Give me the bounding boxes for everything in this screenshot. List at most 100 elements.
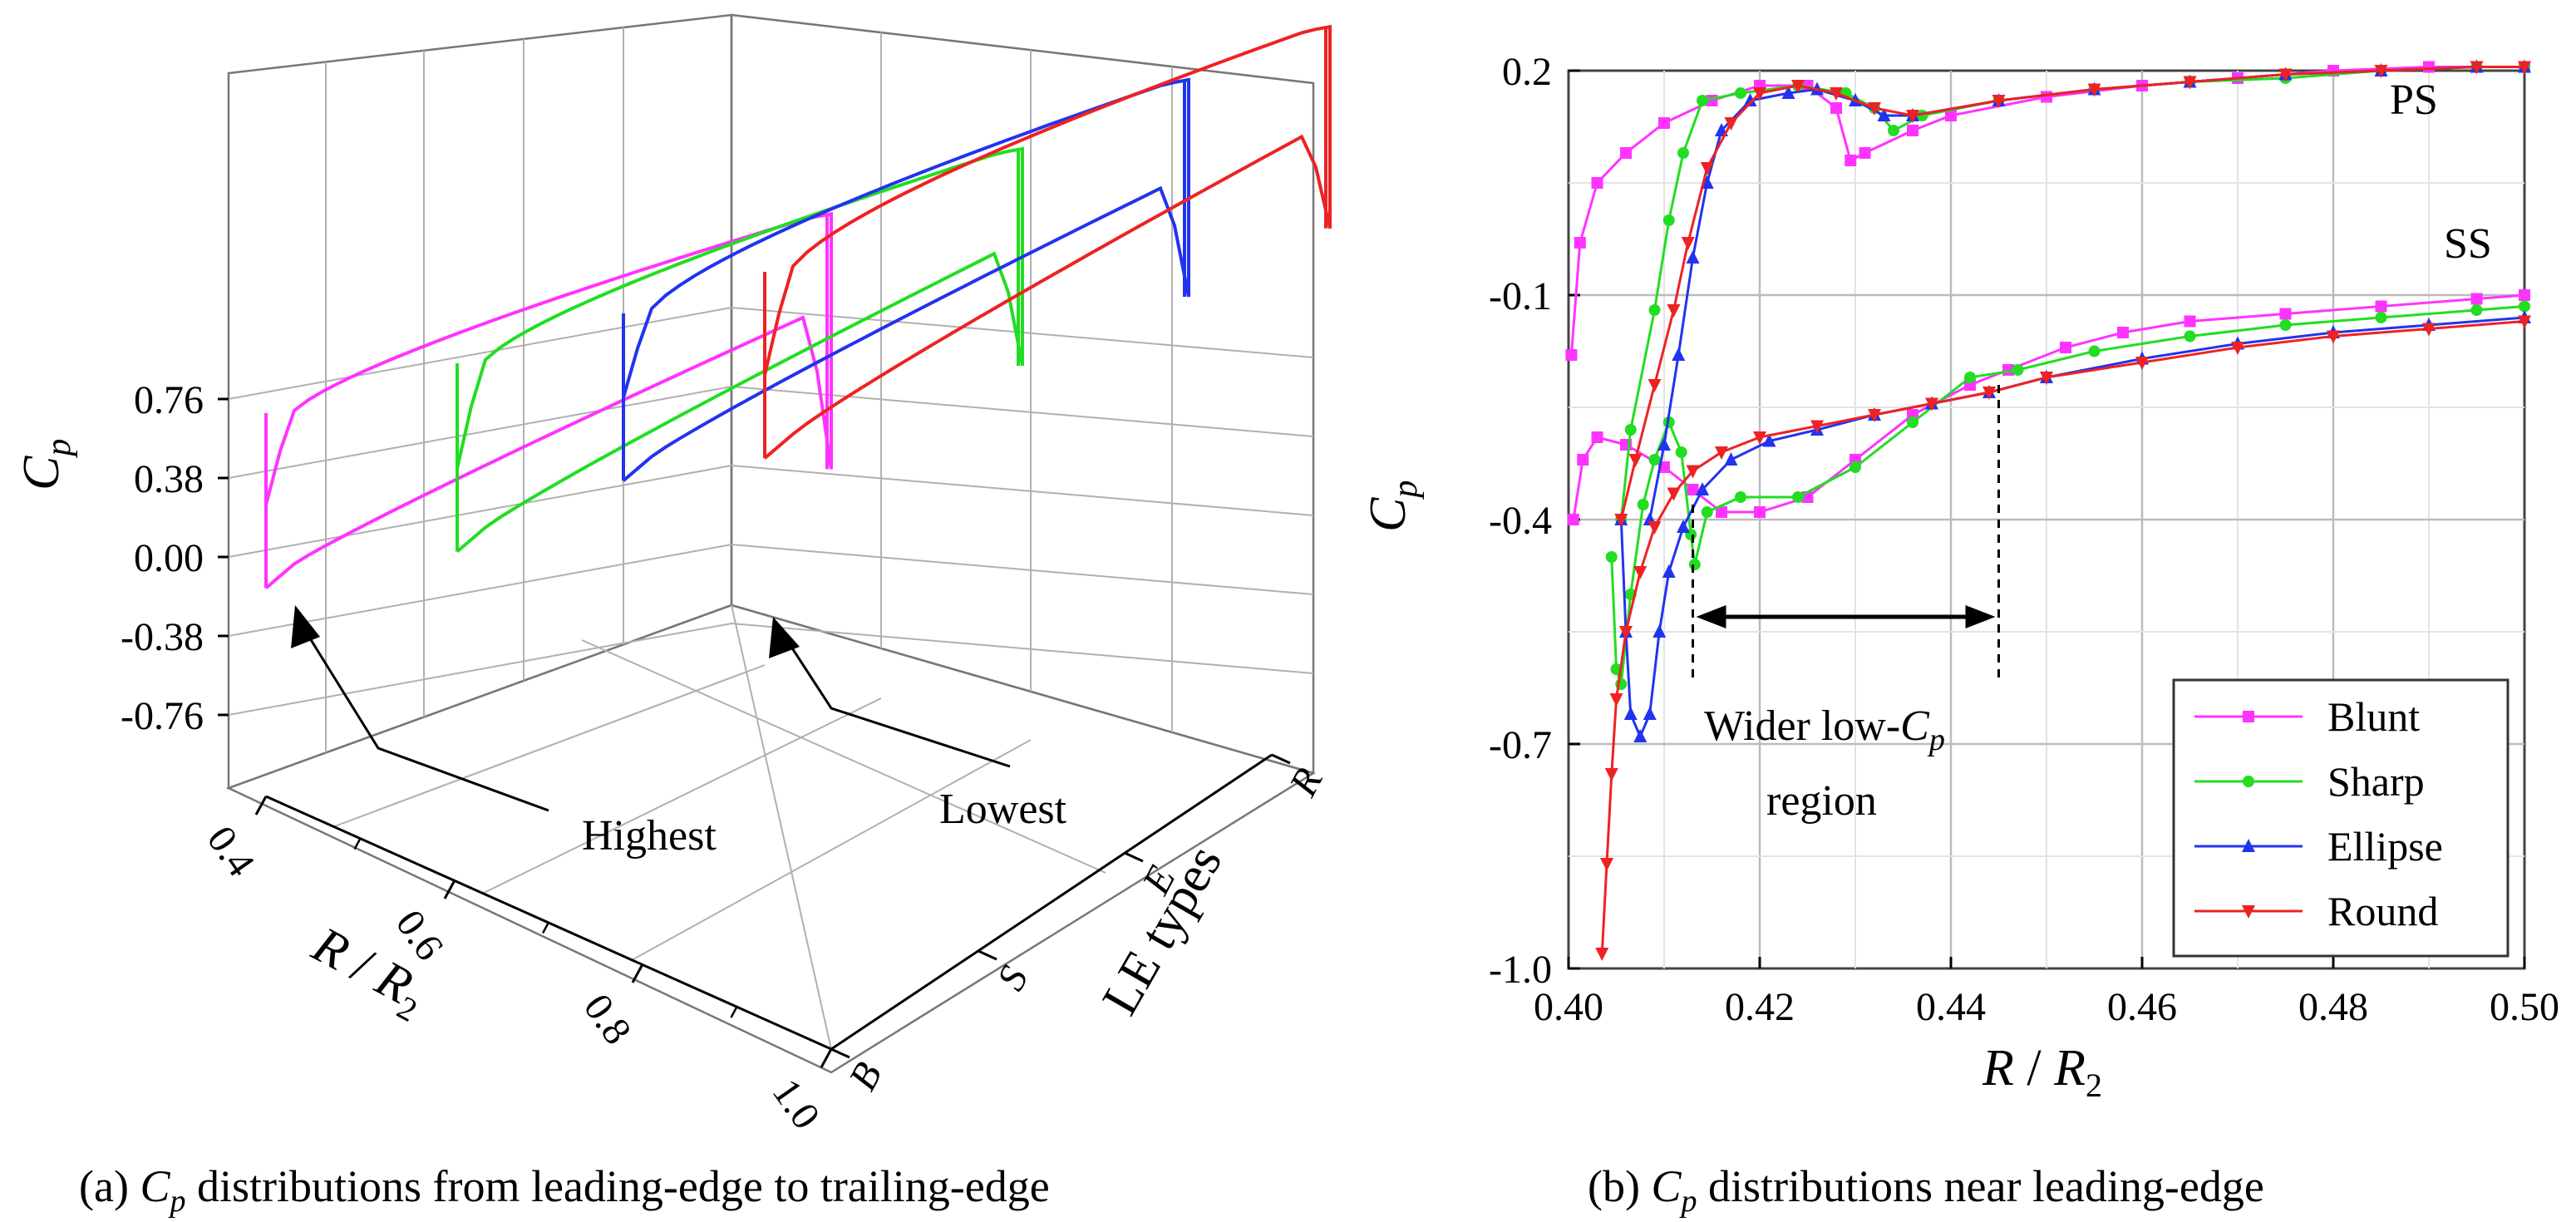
- series-sharp-ss-point: [2012, 364, 2024, 376]
- x-tick-label: 0.40: [1534, 985, 1603, 1029]
- x-minor-tick: [730, 1006, 738, 1018]
- x-minor-tick: [353, 837, 362, 850]
- series-round-ss-point: [1648, 521, 1662, 535]
- panel-b-y-axis-title: Cp: [1360, 480, 1425, 532]
- series-blunt-ss-point: [1687, 484, 1699, 495]
- series-round-ss-point: [2231, 342, 2244, 355]
- x-tick-mark: [820, 1048, 833, 1068]
- series-blunt-ps-point: [1859, 147, 1871, 159]
- series-round-ss-point: [2518, 315, 2531, 329]
- series-round-ps-point: [1667, 304, 1681, 318]
- caption-b: (b) Cp distributions near leading-edge: [1588, 1161, 2264, 1219]
- series-round-3d-loop: [763, 24, 1332, 460]
- series-blunt-ss-point: [2470, 293, 2483, 305]
- series-blunt-ps-point: [2423, 61, 2435, 73]
- panel-b-gridlines: [1569, 71, 2524, 968]
- series-blunt-ss-point: [1754, 506, 1766, 518]
- y-tick-mark: [978, 949, 997, 961]
- grid-line: [332, 664, 766, 828]
- grid-line: [228, 464, 1314, 558]
- series-sharp-ss-point: [2375, 312, 2387, 323]
- series-round-ps-point: [2087, 83, 2101, 97]
- series-blunt-ps-point: [1591, 177, 1603, 189]
- series-round-ss-point: [1982, 387, 1996, 400]
- label-pressure-side: PS: [2390, 76, 2438, 124]
- y-tick-label: -1.0: [1489, 948, 1552, 992]
- series-ellipse-ps-point: [1672, 347, 1686, 361]
- series-round-ps-point: [1791, 80, 1805, 93]
- panel-b-legend: Blunt Sharp Ellipse Round: [2172, 678, 2510, 958]
- series-blunt-ps-point: [1830, 102, 1842, 114]
- panel-a-x-ticks: 0.40.60.81.0: [199, 796, 833, 1137]
- series-sharp-ss-point: [1701, 506, 1713, 518]
- series-round-ss-point: [1925, 397, 1938, 411]
- x-tick-label: 0.4: [199, 818, 264, 884]
- series-round-ss-point: [1600, 858, 1613, 871]
- legend-marker-sharp: [2243, 776, 2254, 787]
- series-blunt-ps-point: [1565, 349, 1578, 361]
- series-round-ss-point: [1667, 487, 1681, 501]
- panel-a-gridlines: [228, 27, 1314, 1050]
- series-ellipse-ps-point: [1686, 250, 1700, 264]
- series-sharp-ss-point: [2519, 300, 2530, 313]
- series-ellipse-ss-point: [1643, 707, 1657, 720]
- x-tick-mark: [443, 880, 456, 899]
- series-round-ps-point: [1628, 454, 1643, 467]
- z-tick-label: 0.76: [134, 378, 204, 422]
- series-ellipse-ss-point: [1677, 520, 1690, 533]
- wider-low-cp-region-marker: [1692, 385, 2000, 684]
- series-ellipse-ss-line: [1619, 316, 2525, 740]
- series-round-ss-point: [1619, 626, 1633, 639]
- series-sharp-ss-point: [1849, 461, 1861, 473]
- y-tick-label: 0.2: [1502, 50, 1552, 94]
- series-sharp-ss-point: [1675, 446, 1687, 458]
- series-blunt-ps-point: [1845, 155, 1857, 166]
- grid-line: [228, 385, 1314, 479]
- series-round-ss-point: [1686, 465, 1700, 479]
- x-tick-label: 0.44: [1916, 985, 1986, 1029]
- series-round-ps-point: [1614, 514, 1628, 527]
- series-round-ss-point: [1868, 409, 1881, 422]
- series-blunt-ss-point: [2279, 308, 2292, 320]
- grid-line: [228, 306, 1314, 400]
- label-suction-side: SS: [2444, 220, 2492, 268]
- series-blunt-ps-point: [1945, 110, 1957, 121]
- series-blunt-ps-point: [1907, 125, 1918, 136]
- series-blunt-ps-point: [1658, 117, 1670, 129]
- series-sharp-ps-point: [1735, 87, 1746, 99]
- series-round-ps-point: [1906, 110, 1919, 123]
- series-round-ps-point: [1681, 237, 1695, 250]
- series-sharp-ss-point: [1735, 491, 1746, 503]
- x-tick-label: 0.46: [2107, 985, 2177, 1029]
- series-round-ps-point: [1830, 87, 1843, 101]
- series-round-ss-point: [2135, 357, 2149, 370]
- series-ellipse-ss-point: [1652, 624, 1667, 638]
- x-tick-label: 0.50: [2490, 985, 2559, 1029]
- y-tick-label: S: [988, 959, 1037, 998]
- series-sharp-ps-point: [1624, 424, 1637, 436]
- series-blunt-ss-point: [2060, 342, 2071, 353]
- y-tick-mark: [1124, 851, 1144, 863]
- y-tick-mark: [830, 1047, 850, 1059]
- series-sharp-ss-point: [1907, 416, 1918, 428]
- series-sharp-ps-line: [1619, 66, 2524, 520]
- grid-line: [581, 639, 1106, 874]
- series-sharp-ss-point: [1648, 454, 1661, 466]
- panel-a-y-axis: [830, 753, 1273, 1051]
- series-round-ps-point: [2374, 65, 2388, 78]
- grid-line: [731, 604, 832, 1050]
- z-tick-label: 0.00: [134, 536, 204, 580]
- series-sharp-ps-point: [1662, 214, 1675, 226]
- panel-a-annotation-highest: Highest: [291, 605, 717, 860]
- z-tick-label: -0.76: [121, 694, 204, 738]
- series-ellipse-ps-point: [1743, 93, 1757, 106]
- panel-b-x-axis-title: R / R2: [1982, 1040, 2102, 1104]
- series-ellipse-3d-loop: [622, 77, 1190, 482]
- series-round-ss-point: [1609, 693, 1623, 707]
- series-round-ps-point: [1992, 95, 2006, 108]
- series-round-ps-point: [2183, 76, 2197, 90]
- series-round-ps-point: [1753, 87, 1766, 101]
- legend-label-round: Round: [2327, 888, 2438, 934]
- series-sharp-ss-point: [2184, 330, 2196, 342]
